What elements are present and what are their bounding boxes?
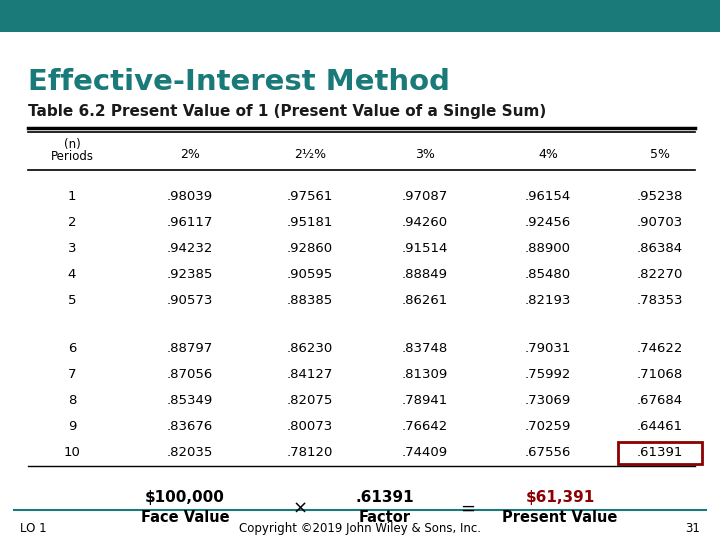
Text: 2%: 2% — [180, 148, 200, 161]
Text: Table 6.2 Present Value of 1 (Present Value of a Single Sum): Table 6.2 Present Value of 1 (Present Va… — [28, 104, 546, 119]
Text: .83748: .83748 — [402, 342, 448, 355]
Text: .73069: .73069 — [525, 394, 571, 407]
Text: Periods: Periods — [50, 150, 94, 163]
Text: 10: 10 — [63, 446, 81, 459]
Text: .95238: .95238 — [636, 190, 683, 203]
Text: .97087: .97087 — [402, 190, 448, 203]
Text: LO 1: LO 1 — [20, 522, 47, 535]
Text: Present Value: Present Value — [503, 510, 618, 525]
Text: .90703: .90703 — [637, 216, 683, 229]
Text: .98039: .98039 — [167, 190, 213, 203]
Text: Face Value: Face Value — [140, 510, 229, 525]
Text: .95181: .95181 — [287, 216, 333, 229]
Text: 6: 6 — [68, 342, 76, 355]
Text: .61391: .61391 — [356, 490, 414, 505]
Text: Copyright ©2019 John Wiley & Sons, Inc.: Copyright ©2019 John Wiley & Sons, Inc. — [239, 522, 481, 535]
Text: =: = — [461, 500, 475, 518]
Text: .86384: .86384 — [637, 242, 683, 255]
Text: .78353: .78353 — [636, 294, 683, 307]
Text: .83676: .83676 — [167, 420, 213, 433]
Text: 31: 31 — [685, 522, 700, 535]
Text: .61391: .61391 — [636, 446, 683, 459]
Text: .74409: .74409 — [402, 446, 448, 459]
Text: .88849: .88849 — [402, 268, 448, 281]
Text: .75992: .75992 — [525, 368, 571, 381]
Text: .78941: .78941 — [402, 394, 448, 407]
Text: .96154: .96154 — [525, 190, 571, 203]
Text: .81309: .81309 — [402, 368, 448, 381]
Text: .70259: .70259 — [525, 420, 571, 433]
Text: 8: 8 — [68, 394, 76, 407]
Text: .92860: .92860 — [287, 242, 333, 255]
Text: .78120: .78120 — [287, 446, 333, 459]
Text: 9: 9 — [68, 420, 76, 433]
Text: .74622: .74622 — [636, 342, 683, 355]
Text: .85480: .85480 — [525, 268, 571, 281]
Text: 7: 7 — [68, 368, 76, 381]
Text: .84127: .84127 — [287, 368, 333, 381]
Text: .82270: .82270 — [636, 268, 683, 281]
Text: 4: 4 — [68, 268, 76, 281]
Text: .90595: .90595 — [287, 268, 333, 281]
Text: 5: 5 — [68, 294, 76, 307]
Text: .94232: .94232 — [167, 242, 213, 255]
Bar — [0, 0, 720, 32]
Text: 1: 1 — [68, 190, 76, 203]
Text: .88797: .88797 — [167, 342, 213, 355]
Text: 2½%: 2½% — [294, 148, 326, 161]
Text: .86230: .86230 — [287, 342, 333, 355]
Text: .64461: .64461 — [637, 420, 683, 433]
Text: .82075: .82075 — [287, 394, 333, 407]
Text: .82035: .82035 — [167, 446, 213, 459]
Text: 3%: 3% — [415, 148, 435, 161]
Text: .91514: .91514 — [402, 242, 448, 255]
Text: $61,391: $61,391 — [526, 490, 595, 505]
Text: .90573: .90573 — [167, 294, 213, 307]
Text: 4%: 4% — [538, 148, 558, 161]
Text: .76642: .76642 — [402, 420, 448, 433]
Text: .85349: .85349 — [167, 394, 213, 407]
Text: .67556: .67556 — [525, 446, 571, 459]
Text: (n): (n) — [63, 138, 81, 151]
Text: 3: 3 — [68, 242, 76, 255]
Text: .88900: .88900 — [525, 242, 571, 255]
Text: .88385: .88385 — [287, 294, 333, 307]
Text: .67684: .67684 — [637, 394, 683, 407]
Text: .79031: .79031 — [525, 342, 571, 355]
Text: ×: × — [292, 500, 307, 518]
Bar — [618, 442, 702, 464]
Text: Factor: Factor — [359, 510, 411, 525]
Text: .82193: .82193 — [525, 294, 571, 307]
Text: .86261: .86261 — [402, 294, 448, 307]
Text: 5%: 5% — [650, 148, 670, 161]
Text: .80073: .80073 — [287, 420, 333, 433]
Text: .96117: .96117 — [167, 216, 213, 229]
Text: .97561: .97561 — [287, 190, 333, 203]
Text: $100,000: $100,000 — [145, 490, 225, 505]
Text: .71068: .71068 — [637, 368, 683, 381]
Text: .94260: .94260 — [402, 216, 448, 229]
Text: .92385: .92385 — [167, 268, 213, 281]
Text: Effective-Interest Method: Effective-Interest Method — [28, 68, 450, 96]
Text: 2: 2 — [68, 216, 76, 229]
Text: .92456: .92456 — [525, 216, 571, 229]
Text: .87056: .87056 — [167, 368, 213, 381]
